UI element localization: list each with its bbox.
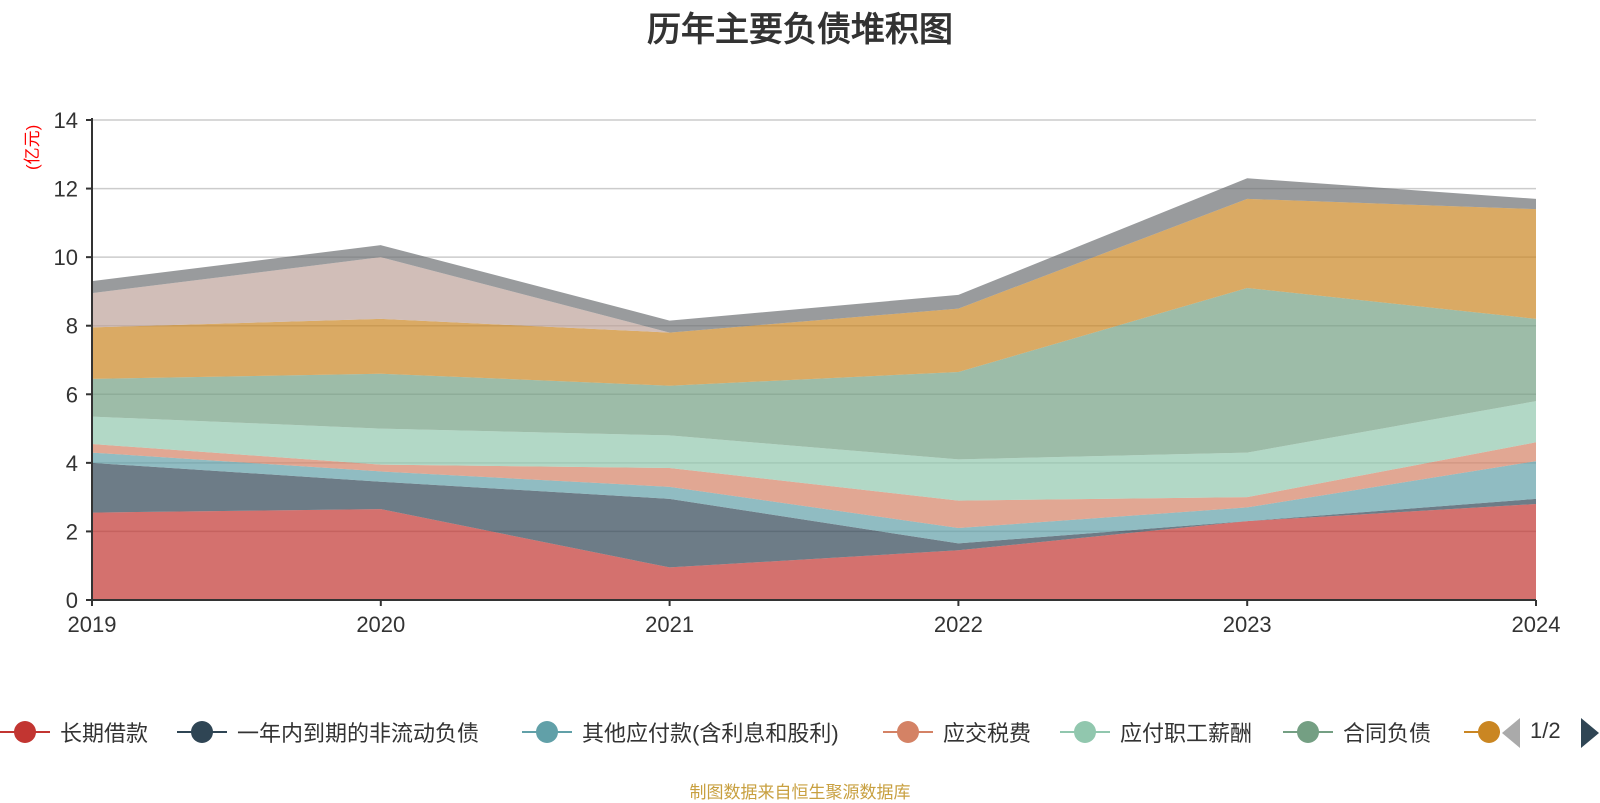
legend-item[interactable]	[1464, 712, 1500, 752]
area-series-8	[92, 178, 1536, 333]
area-series-1	[92, 462, 1536, 568]
stacked-area-chart: 0 2 4 6 8 10 12 14 2019 2020 2021 2022 2023 2024	[54, 108, 1561, 637]
legend-marker-icon	[1464, 717, 1500, 747]
area-series-3	[92, 442, 1536, 528]
legend-page-indicator: 1/2	[1530, 718, 1561, 743]
y-tick-label: 0	[66, 588, 78, 613]
legend-label: 合同负债	[1343, 721, 1432, 746]
legend-label: 应交税费	[943, 721, 1032, 746]
x-tick-label: 2022	[934, 612, 983, 637]
y-tick-label: 8	[66, 314, 78, 339]
legend-item[interactable]: 应交税费	[883, 712, 1031, 752]
x-tick-label: 2024	[1512, 612, 1561, 637]
legend-label: 一年内到期的非流动负债	[237, 721, 480, 746]
area-series-0	[92, 504, 1536, 600]
legend-item[interactable]: 其他应付款(含利息和股利)	[522, 712, 839, 752]
y-tick-label: 14	[54, 108, 78, 133]
y-tick-label: 4	[66, 451, 78, 476]
triangle-left-icon[interactable]	[1502, 718, 1520, 748]
x-tick-label: 2023	[1223, 612, 1272, 637]
y-tick-label: 12	[54, 177, 78, 202]
area-series-7	[92, 198, 1536, 333]
legend-label: 应付职工薪酬	[1120, 721, 1253, 746]
legend-marker-icon	[1060, 717, 1110, 747]
legend-marker-icon	[177, 717, 227, 747]
legend-item[interactable]: 合同负债	[1283, 712, 1431, 752]
legend-item[interactable]: 一年内到期的非流动负债	[177, 712, 479, 752]
area-series-6	[92, 198, 1536, 386]
legend-label: 其他应付款(含利息和股利)	[582, 721, 839, 746]
chart-title: 历年主要负债堆积图	[647, 11, 953, 49]
y-tick-label: 6	[66, 382, 78, 407]
legend-pager: 1/2	[1502, 716, 1600, 750]
x-tick-label: 2019	[68, 612, 117, 637]
legend-item[interactable]: 应付职工薪酬	[1060, 712, 1252, 752]
triangle-right-icon[interactable]	[1581, 718, 1599, 748]
area-series-5	[92, 288, 1536, 460]
legend-marker-icon	[522, 717, 572, 747]
x-tick-label: 2020	[356, 612, 405, 637]
y-tick-label: 2	[66, 519, 78, 544]
legend-item[interactable]: 长期借款	[0, 712, 148, 752]
legend-label: 长期借款	[60, 721, 149, 746]
legend-marker-icon	[1283, 717, 1333, 747]
legend-marker-icon	[883, 717, 933, 747]
x-tick-label: 2021	[645, 612, 694, 637]
data-source-note: 制图数据来自恒生聚源数据库	[689, 783, 911, 802]
area-series-2	[92, 452, 1536, 544]
chart-legend: 长期借款 一年内到期的非流动负债 其他应付款(含利息和股利) 应交税费 应付职工薪酬 合同…	[0, 712, 1500, 752]
y-tick-label: 10	[54, 245, 78, 270]
legend-marker-icon	[0, 717, 50, 747]
area-series-4	[92, 401, 1536, 501]
